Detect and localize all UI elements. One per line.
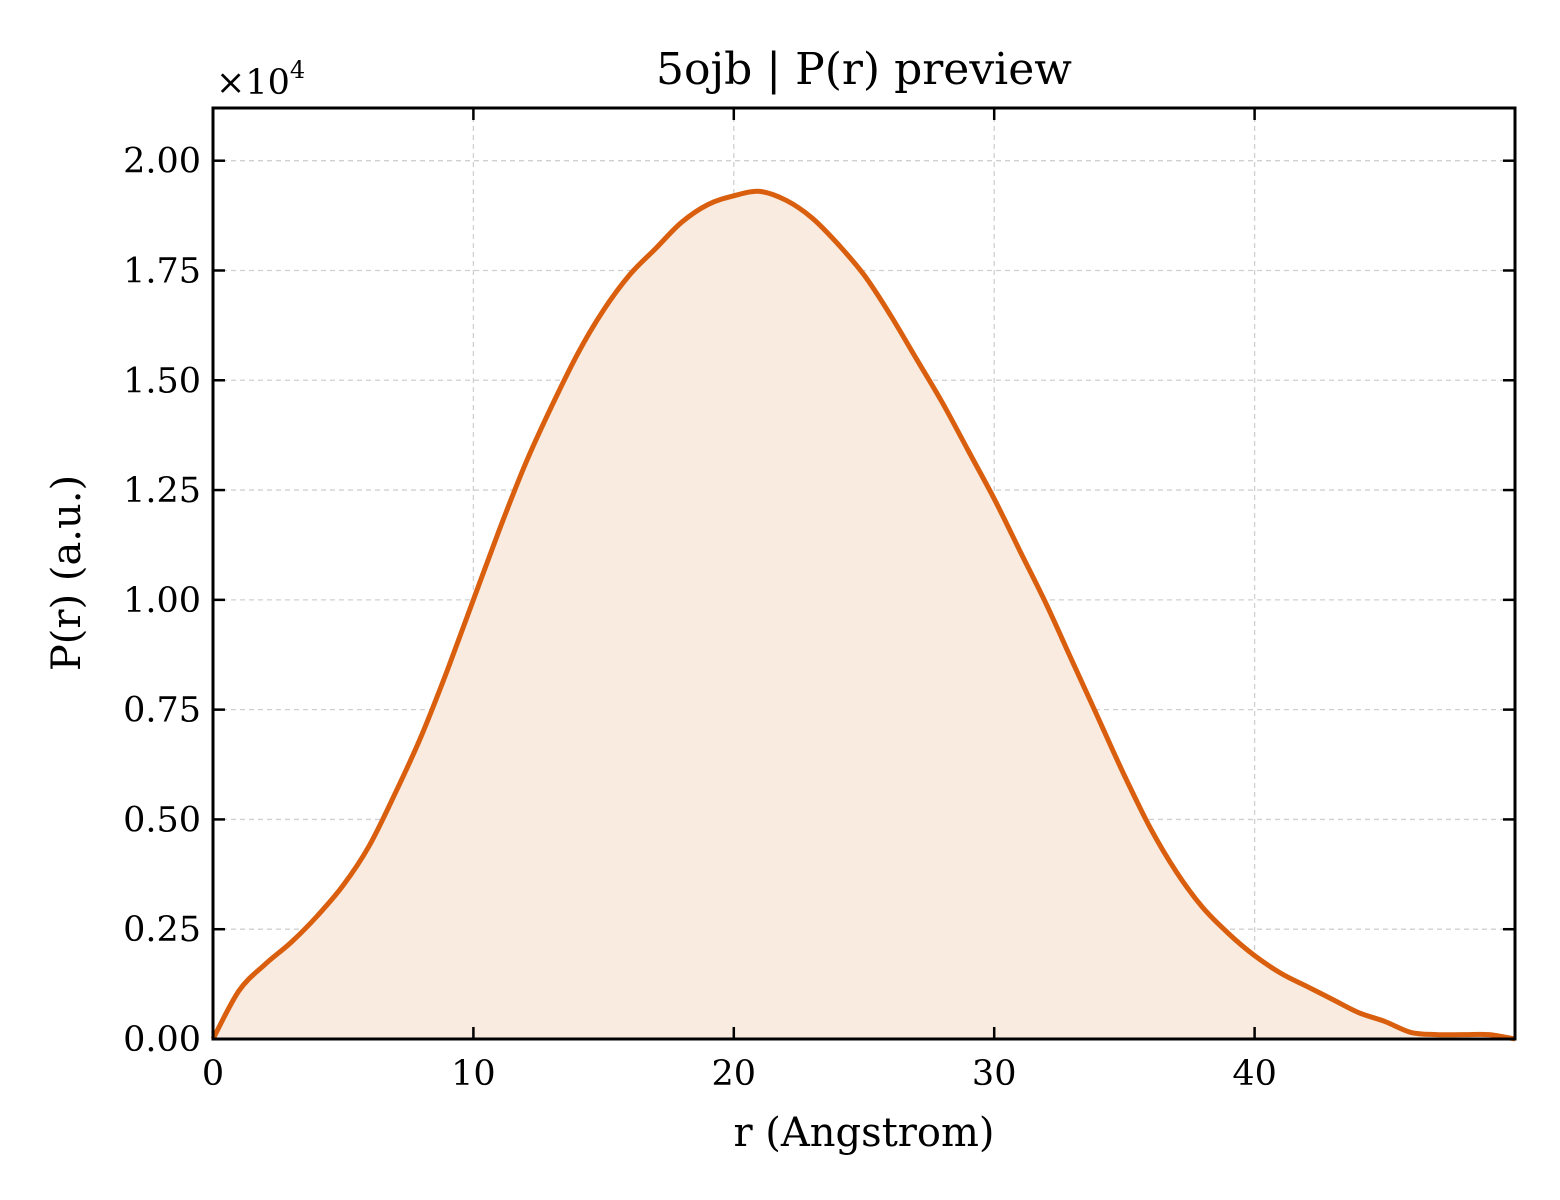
y-offset-label: ×104 [216,56,305,103]
x-tick-label: 20 [712,1054,757,1094]
x-tick-label: 10 [451,1054,496,1094]
y-tick-label: 0.75 [123,691,201,731]
x-tick-label: 30 [972,1054,1017,1094]
y-tick-label: 0.50 [123,800,201,840]
chart-title: 5ojb | P(r) preview [656,44,1072,95]
x-axis-label: r (Angstrom) [733,1110,994,1156]
x-tick-label: 0 [202,1054,224,1094]
pr-series-line [210,188,1516,1042]
axis-ticks: 0 10 20 30 40 0.00 0.25 0.50 0.75 1.00 1.25 1.50 1.7… [123,108,1515,1094]
y-offset-exponent: 4 [290,56,305,84]
x-tick-label: 40 [1232,1054,1277,1094]
y-tick-label: 2.00 [123,142,201,182]
pr-area-fill [213,191,1515,1039]
y-axis-label: P(r) (a.u.) [44,475,90,671]
y-tick-label: 1.00 [123,581,201,621]
plot-frame [211,106,1517,1041]
y-tick-label: 1.50 [123,361,201,401]
y-offset-base: ×10 [216,63,290,103]
y-tick-label: 1.75 [123,251,201,291]
y-tick-label: 0.25 [123,910,201,950]
y-tick-label: 1.25 [123,471,201,511]
y-tick-label: 0.00 [123,1020,201,1060]
